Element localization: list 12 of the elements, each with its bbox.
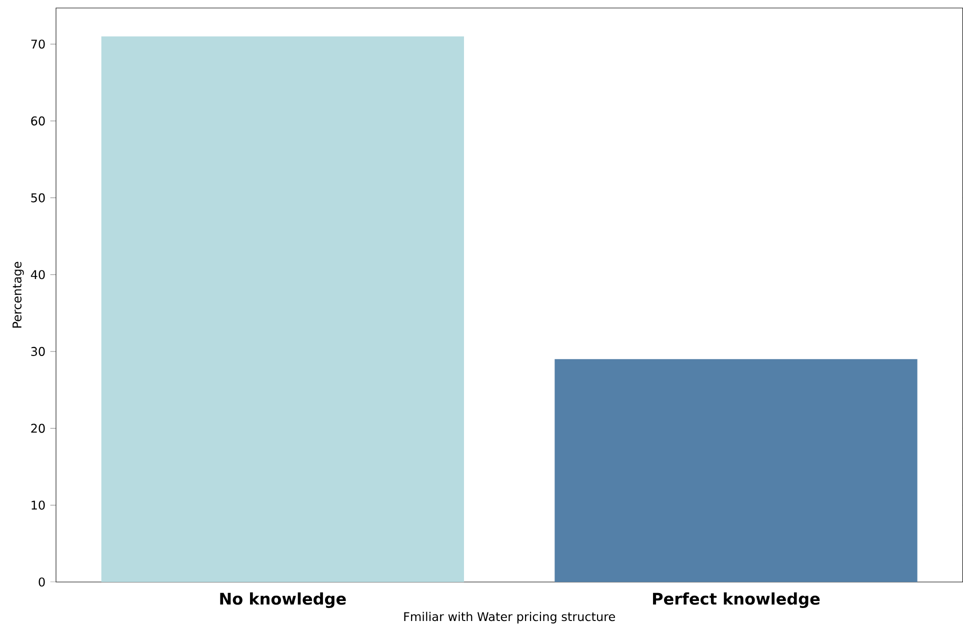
y-tick-label: 50 xyxy=(31,193,45,202)
x-tick-label: Perfect knowledge xyxy=(653,592,820,608)
y-tick-label: 10 xyxy=(32,500,45,510)
y-axis-title: Percentage xyxy=(12,262,24,328)
x-axis-title: Fmiliar with Water pricing structure xyxy=(404,612,616,624)
x-tick-label: No knowledge xyxy=(220,592,346,608)
y-tick-label: 40 xyxy=(30,270,45,280)
y-tick-label: 20 xyxy=(31,424,45,433)
y-tick-label: 30 xyxy=(31,346,45,356)
y-tick-label: 0 xyxy=(38,577,45,587)
y-tick-label: 70 xyxy=(31,40,45,49)
y-tick-label: 60 xyxy=(31,116,45,126)
